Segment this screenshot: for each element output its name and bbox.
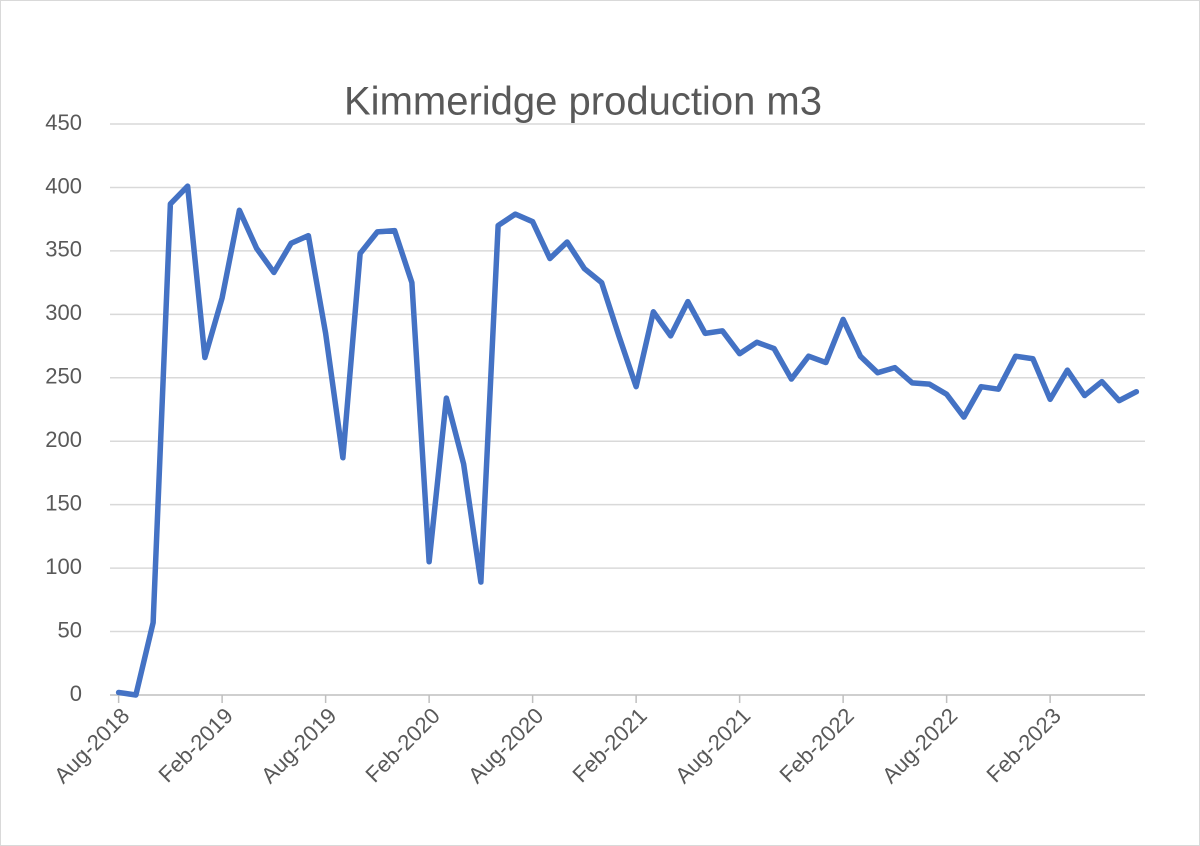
y-tick-label: 200 xyxy=(45,427,82,452)
y-tick-label: 0 xyxy=(70,681,82,706)
chart-title: Kimmeridge production m3 xyxy=(344,80,822,124)
y-tick-label: 150 xyxy=(45,490,82,515)
data-line xyxy=(115,183,1140,698)
y-tick-label: 450 xyxy=(45,110,82,135)
y-tick-label: 300 xyxy=(45,300,82,325)
y-tick-label: 350 xyxy=(45,237,82,262)
y-tick-label: 50 xyxy=(58,617,82,642)
y-tick-label: 100 xyxy=(45,554,82,579)
y-tick-label: 250 xyxy=(45,364,82,389)
y-tick-label: 400 xyxy=(45,173,82,198)
